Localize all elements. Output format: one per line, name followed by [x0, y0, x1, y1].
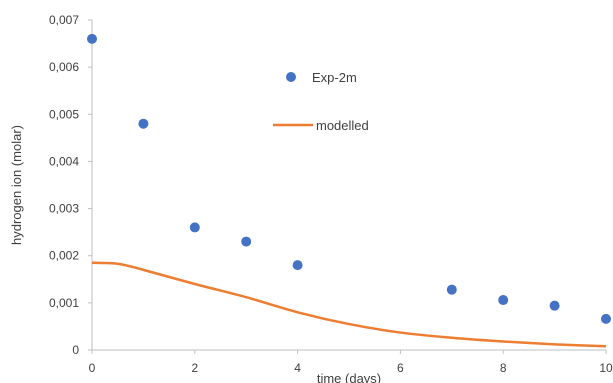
legend-label-modelled: modelled — [316, 118, 369, 133]
y-tick-label: 0,001 — [49, 296, 79, 310]
y-tick-label: 0,006 — [49, 60, 79, 74]
x-tick-label: 4 — [294, 361, 301, 375]
data-point — [498, 295, 509, 306]
data-point — [446, 284, 457, 295]
y-tick-label: 0,003 — [49, 202, 79, 216]
legend-marker-exp-2m — [286, 72, 296, 82]
y-tick-label: 0,007 — [49, 13, 79, 27]
x-tick-labels: 0 2 4 6 8 10 — [89, 361, 613, 375]
x-tick-label: 10 — [599, 361, 613, 375]
axes — [88, 19, 607, 354]
x-tick-label: 6 — [397, 361, 404, 375]
y-tick-label: 0,004 — [49, 154, 79, 168]
x-axis-label: time (days) — [317, 371, 381, 383]
x-tick-label: 8 — [500, 361, 507, 375]
data-point — [138, 118, 149, 129]
modelled-line — [91, 261, 607, 348]
data-point — [87, 33, 97, 44]
x-tick-label: 0 — [89, 361, 96, 375]
data-point — [241, 236, 252, 247]
data-point — [189, 222, 200, 233]
data-point — [601, 313, 611, 324]
legend: Exp-2m modelled — [273, 70, 369, 133]
legend-label-exp-2m: Exp-2m — [312, 70, 357, 85]
y-tick-label: 0 — [72, 343, 79, 357]
data-point — [549, 300, 560, 311]
data-point — [292, 260, 303, 271]
y-tick-label: 0,005 — [49, 107, 79, 121]
y-tick-labels: 0 0,001 0,002 0,003 0,004 0,005 0,006 0,007 — [49, 13, 79, 357]
y-axis-label: hydrogen ion (molar) — [9, 125, 24, 245]
y-tick-label: 0,002 — [49, 249, 79, 263]
modelled-series — [91, 261, 607, 348]
exp-2m-series — [87, 33, 611, 324]
x-tick-label: 2 — [191, 361, 198, 375]
